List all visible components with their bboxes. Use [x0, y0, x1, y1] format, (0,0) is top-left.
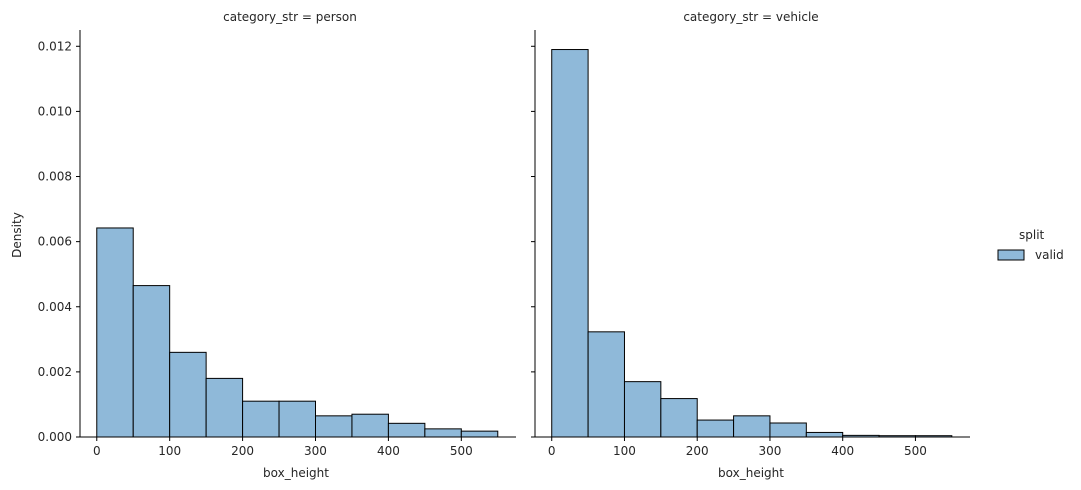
histogram-bar	[587, 331, 625, 438]
legend: split valid	[997, 228, 1064, 262]
y-tick-label: 0.004	[38, 300, 72, 314]
histogram-bar	[696, 419, 735, 438]
histogram-bar	[623, 381, 662, 438]
axes-person: 0 100 200 300 400 500 0.000 0.002 0.004 0.006 0.00…	[38, 30, 516, 458]
histogram-bar	[424, 428, 462, 438]
panel-vehicle: category_str = vehicle box_height 0 100 20…	[531, 10, 970, 480]
x-axis-label-vehicle: box_height	[718, 466, 784, 480]
axes-vehicle: 0 100 200 300 400 500	[531, 30, 970, 458]
bars-vehicle	[551, 49, 953, 438]
x-tick-label: 500	[450, 444, 473, 458]
x-tick-label: 200	[686, 444, 709, 458]
y-tick-label: 0.012	[38, 39, 72, 53]
y-axis-label: Density	[10, 212, 24, 258]
y-tick-label: 0.010	[38, 104, 72, 118]
histogram-bar	[96, 227, 134, 438]
x-tick-label: 200	[231, 444, 254, 458]
panel-title-person: category_str = person	[223, 10, 357, 24]
histogram-bar	[351, 413, 389, 438]
bars-person	[96, 227, 499, 438]
legend-label-valid: valid	[1035, 248, 1064, 262]
histogram-bar	[733, 415, 771, 438]
legend-swatch-valid	[997, 249, 1025, 261]
x-tick-label: 0	[548, 444, 556, 458]
histogram-bar	[460, 430, 499, 438]
x-tick-label: 100	[158, 444, 181, 458]
x-tick-label: 300	[759, 444, 782, 458]
histogram-bar	[387, 422, 426, 438]
x-tick-label: 400	[831, 444, 854, 458]
y-tick-label: 0.000	[38, 430, 72, 444]
histogram-bar	[314, 415, 353, 438]
histogram-bar	[205, 377, 244, 438]
panel-person: category_str = person box_height Density…	[10, 10, 516, 480]
x-tick-label: 0	[93, 444, 101, 458]
histogram-bar	[769, 422, 807, 438]
x-tick-label: 300	[304, 444, 327, 458]
histogram-bar	[551, 49, 589, 438]
panel-title-vehicle: category_str = vehicle	[683, 10, 818, 24]
histogram-bar	[278, 400, 316, 438]
histogram-bar	[805, 431, 844, 438]
x-tick-label: 400	[377, 444, 400, 458]
x-axis-label-person: box_height	[263, 466, 329, 480]
y-tick-label: 0.006	[38, 235, 72, 249]
legend-title: split	[1019, 228, 1045, 242]
y-tick-label: 0.008	[38, 170, 72, 184]
x-tick-label: 500	[904, 444, 927, 458]
histogram-bar	[169, 351, 207, 438]
histogram-bar	[660, 398, 698, 438]
x-tick-label: 100	[613, 444, 636, 458]
histogram-bar	[242, 400, 280, 438]
histogram-bar	[132, 285, 171, 438]
y-tick-label: 0.002	[38, 365, 72, 379]
